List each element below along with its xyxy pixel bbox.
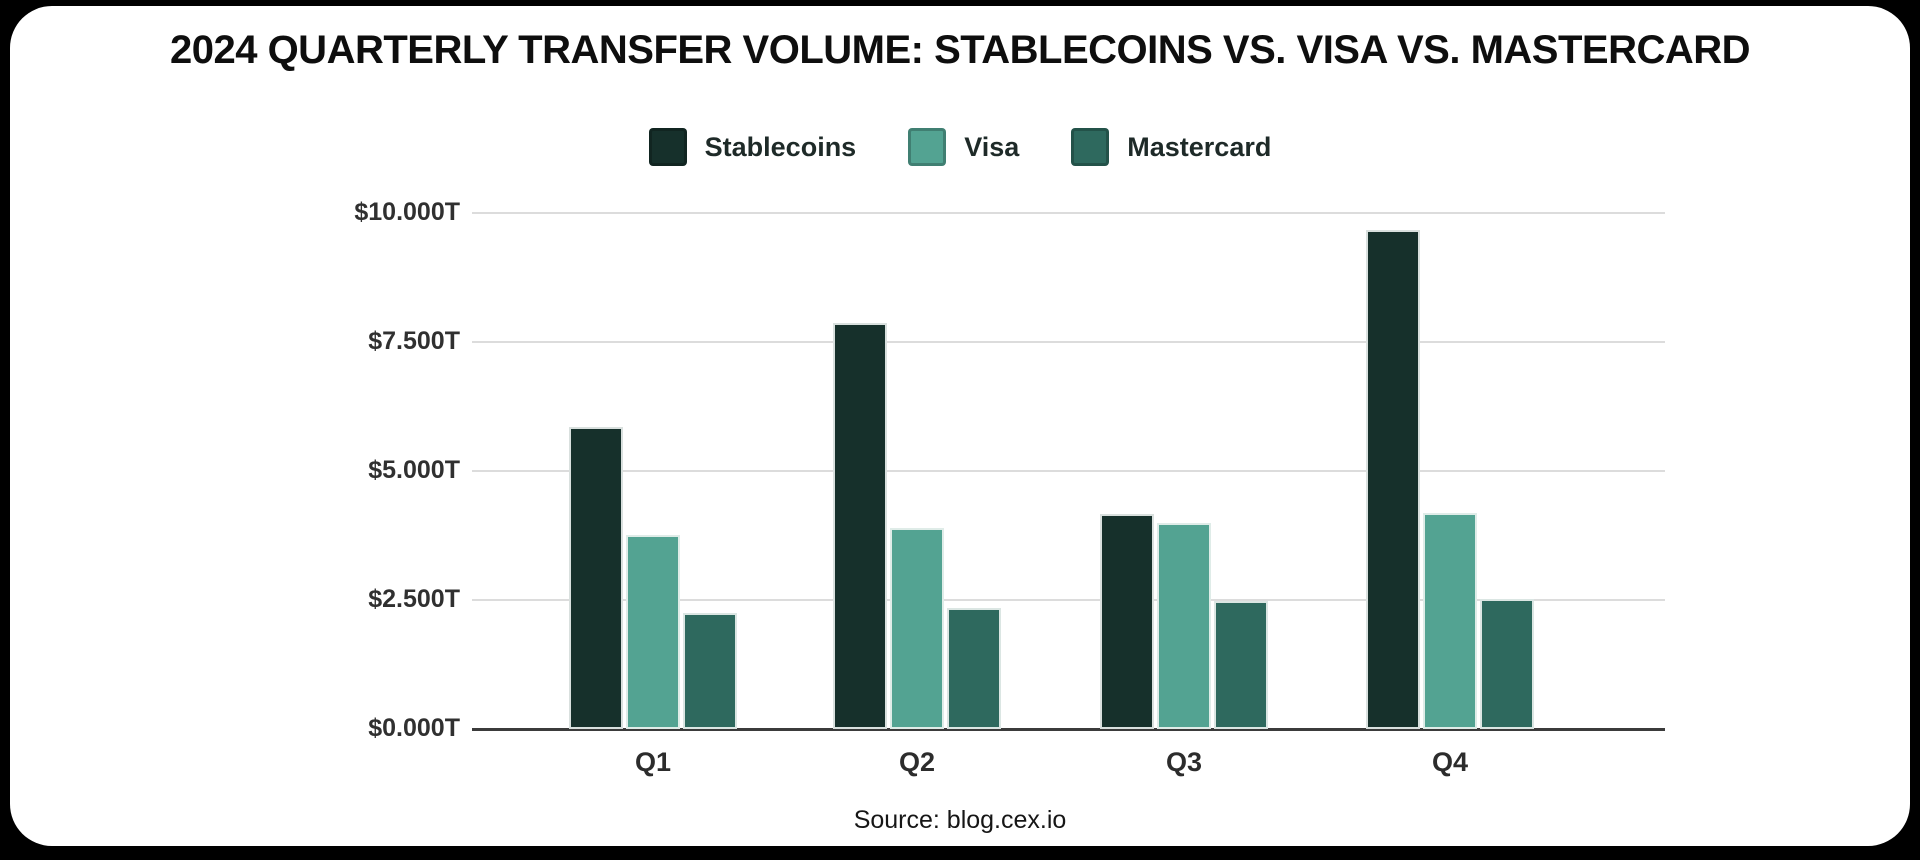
bar-stablecoins-q2 [833,323,887,729]
plot-area: $10.000T $7.500T $5.000T $2.500T $0.000T Q1 Q2… [10,6,1920,860]
bar-mastercard-q1 [683,613,737,729]
gridline [472,212,1665,214]
x-tick-label-q2: Q2 [898,747,936,777]
x-tick-label-q1: Q1 [634,747,672,777]
chart-card: 2024 QUARTERLY TRANSFER VOLUME: STABLECO… [10,6,1910,846]
legend: Stablecoins Visa Mastercard [10,128,1910,166]
bar-visa-q2 [890,528,944,729]
legend-item-stablecoins: Stablecoins [648,128,857,166]
bar-stablecoins-q4 [1366,230,1420,729]
legend-item-mastercard: Mastercard [1071,128,1271,166]
bar-visa-q4 [1423,513,1477,729]
legend-item-visa: Visa [908,128,1019,166]
legend-label-visa: Visa [964,131,1020,162]
y-tick-label: $10.000T [354,198,460,226]
bar-mastercard-q4 [1480,599,1534,729]
legend-swatch-stablecoins [648,128,687,166]
x-tick-label-q3: Q3 [1165,747,1203,777]
y-tick-label: $5.000T [368,456,460,484]
legend-label-stablecoins: Stablecoins [704,131,857,162]
gridline [472,341,1665,343]
y-tick-label: $0.000T [368,714,460,742]
y-tick-label: $7.500T [368,327,460,355]
x-tick-label-q4: Q4 [1431,747,1469,777]
bar-mastercard-q2 [947,608,1001,729]
bar-visa-q1 [626,535,680,729]
y-tick-label: $2.500T [368,585,460,613]
legend-label-mastercard: Mastercard [1127,131,1272,162]
source-text: Source: blog.cex.io [853,806,1067,834]
gridline [472,470,1665,472]
x-axis-line [472,728,1665,731]
bar-stablecoins-q3 [1100,514,1154,729]
legend-swatch-visa [908,128,947,166]
bar-visa-q3 [1157,523,1211,729]
legend-swatch-mastercard [1071,128,1110,166]
chart-title: 2024 QUARTERLY TRANSFER VOLUME: STABLECO… [169,28,1751,72]
bar-mastercard-q3 [1214,601,1268,729]
bar-stablecoins-q1 [569,427,623,729]
gridline [472,599,1665,601]
